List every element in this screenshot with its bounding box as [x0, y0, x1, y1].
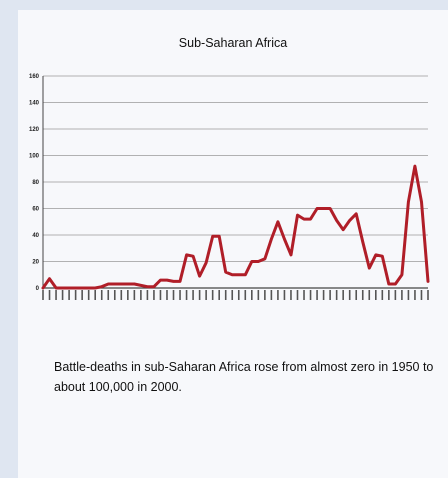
y-tick-label: 60: [32, 207, 39, 213]
y-tick-label: 100: [29, 154, 40, 160]
chart-card: Sub-Saharan Africa 0 20 40 60 80 100 120 140 160…: [18, 10, 448, 478]
y-tick-label: 120: [29, 127, 40, 133]
y-tick-label: 20: [32, 260, 39, 266]
y-tick-labels: 0 20 40 60 80 100 120 140 160: [29, 74, 40, 292]
chart-title: Sub-Saharan Africa: [179, 36, 287, 50]
y-tick-label: 140: [29, 101, 40, 107]
series-line: [41, 164, 430, 290]
grid: [42, 75, 428, 289]
line-chart: Sub-Saharan Africa 0 20 40 60 80 100 120 140 160: [29, 36, 430, 300]
series-layer: [41, 164, 430, 290]
x-tick-marks: [42, 290, 429, 300]
y-tick-label: 0: [36, 286, 40, 292]
y-tick-label: 80: [32, 180, 39, 186]
chart-caption: Battle-deaths in sub-Saharan Africa rose…: [54, 360, 434, 394]
y-tick-label: 160: [29, 74, 40, 80]
y-tick-label: 40: [32, 233, 39, 239]
